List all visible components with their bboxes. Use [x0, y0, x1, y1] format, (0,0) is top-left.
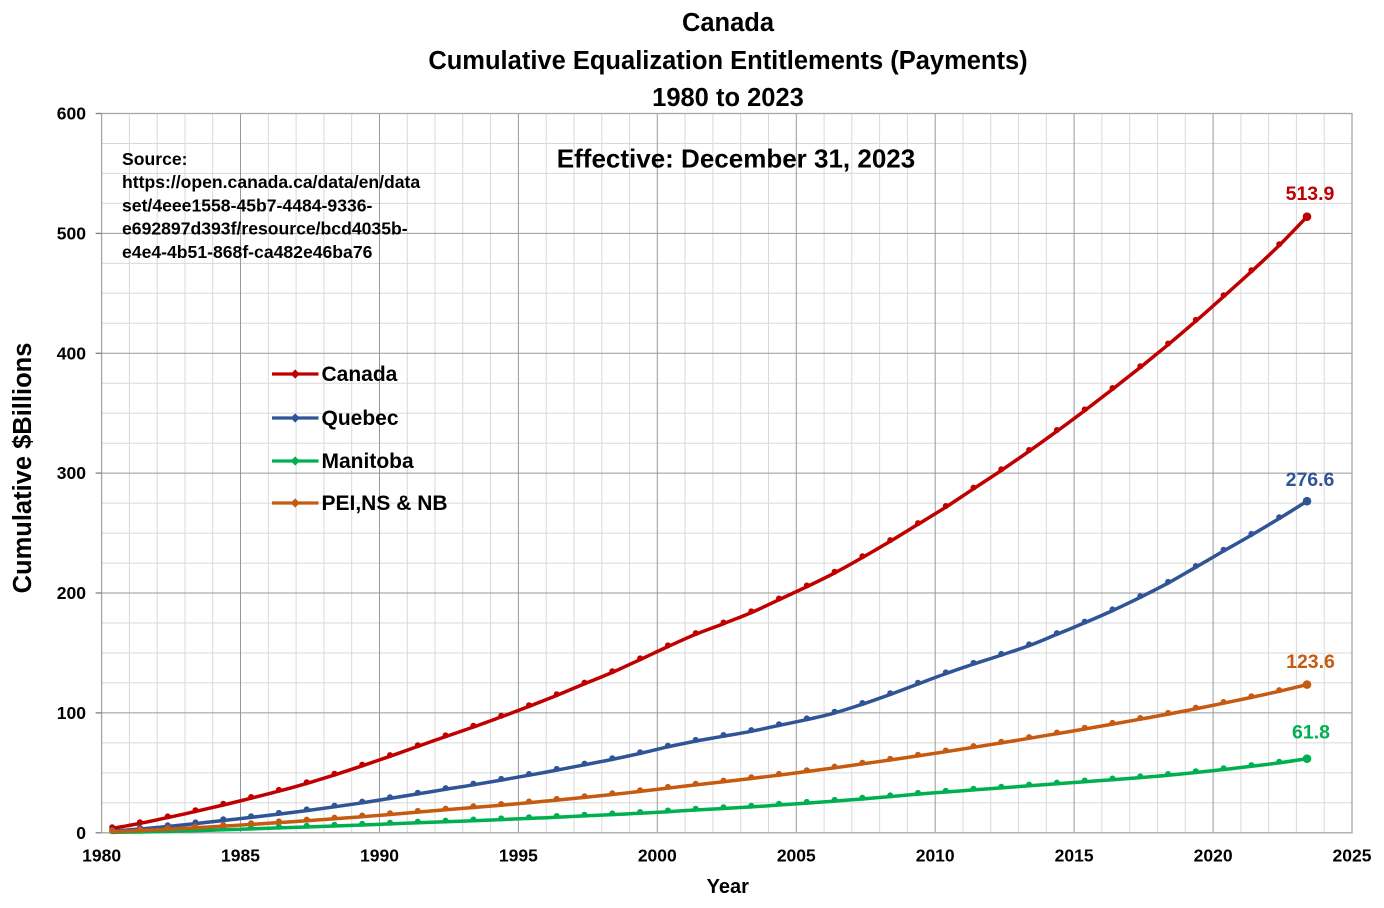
- svg-text:1980: 1980: [82, 846, 121, 866]
- svg-text:300: 300: [57, 463, 86, 483]
- svg-text:PEI,NS & NB: PEI,NS & NB: [322, 492, 448, 515]
- svg-text:e692897d393f/resource/bcd4035b: e692897d393f/resource/bcd4035b-: [122, 219, 408, 239]
- svg-text:Year: Year: [707, 876, 749, 898]
- svg-text:100: 100: [57, 703, 86, 723]
- svg-text:1980 to 2023: 1980 to 2023: [652, 84, 804, 112]
- svg-text:2005: 2005: [777, 846, 816, 866]
- svg-text:Source:: Source:: [122, 149, 188, 169]
- svg-text:2020: 2020: [1194, 846, 1233, 866]
- svg-text:Manitoba: Manitoba: [322, 450, 414, 473]
- svg-text:200: 200: [57, 583, 86, 603]
- svg-text:2015: 2015: [1055, 846, 1094, 866]
- svg-text:61.8: 61.8: [1292, 722, 1330, 744]
- svg-text:Canada: Canada: [682, 9, 775, 37]
- svg-text:123.6: 123.6: [1286, 651, 1335, 673]
- svg-text:1995: 1995: [499, 846, 538, 866]
- svg-text:1985: 1985: [221, 846, 260, 866]
- svg-text:Effective: December 31, 2023: Effective: December 31, 2023: [557, 144, 915, 174]
- svg-text:2025: 2025: [1333, 846, 1372, 866]
- svg-text:Quebec: Quebec: [322, 407, 399, 430]
- svg-text:https://open.canada.ca/data/en: https://open.canada.ca/data/en/data: [122, 172, 420, 192]
- svg-text:276.6: 276.6: [1286, 469, 1335, 491]
- svg-text:e4e4-4b51-868f-ca482e46ba76: e4e4-4b51-868f-ca482e46ba76: [122, 242, 373, 262]
- svg-text:0: 0: [76, 823, 86, 843]
- svg-text:600: 600: [57, 104, 86, 124]
- svg-text:2010: 2010: [916, 846, 955, 866]
- svg-text:500: 500: [57, 223, 86, 243]
- svg-text:Cumulative Equalization Entitl: Cumulative Equalization Entitlements (Pa…: [428, 47, 1027, 75]
- svg-text:Cumulative $Billions: Cumulative $Billions: [9, 343, 37, 594]
- svg-text:2000: 2000: [638, 846, 677, 866]
- svg-text:set/4eee1558-45b7-4484-9336-: set/4eee1558-45b7-4484-9336-: [122, 195, 373, 215]
- svg-text:400: 400: [57, 343, 86, 363]
- svg-text:Canada: Canada: [322, 363, 398, 386]
- svg-text:513.9: 513.9: [1286, 183, 1335, 205]
- svg-text:1990: 1990: [360, 846, 399, 866]
